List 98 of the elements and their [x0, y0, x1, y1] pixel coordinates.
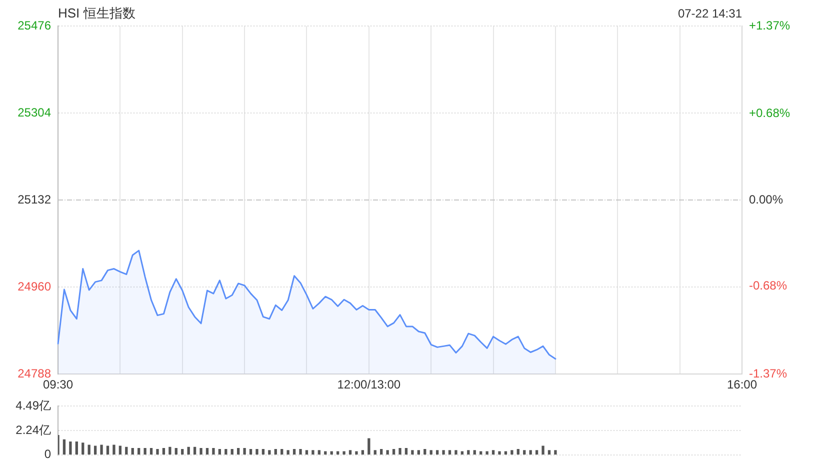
bar — [88, 444, 90, 455]
bar — [62, 439, 66, 455]
bar — [330, 451, 333, 455]
bar — [144, 448, 146, 455]
bar — [200, 448, 202, 455]
bar — [112, 444, 116, 455]
bar — [312, 450, 314, 455]
bar — [305, 450, 308, 455]
bar — [467, 450, 470, 455]
bar — [411, 450, 414, 455]
bar — [510, 450, 514, 455]
bar — [348, 450, 352, 455]
bar — [523, 450, 526, 455]
y2-tick-label: 0.00% — [749, 192, 784, 206]
bar — [398, 448, 402, 455]
bar — [230, 449, 234, 455]
y-tick-label: 2.24亿 — [16, 422, 51, 437]
bar — [286, 450, 290, 455]
y2-tick-label: +0.68% — [749, 106, 790, 120]
bar — [125, 446, 128, 455]
y2-tick-label: -0.68% — [749, 278, 788, 293]
bar — [274, 449, 277, 455]
y-tick-label: 24960 — [18, 279, 52, 294]
y-tick-label: 0 — [44, 447, 52, 462]
y-tick-label: 25304 — [18, 105, 52, 120]
bar — [299, 449, 302, 455]
bar — [156, 449, 159, 455]
bar — [237, 448, 240, 455]
bar — [212, 448, 215, 455]
bar — [535, 450, 538, 455]
bar — [249, 449, 252, 455]
bar — [131, 448, 134, 455]
bar — [554, 450, 557, 455]
bar — [529, 450, 532, 455]
bar — [336, 451, 340, 455]
bar — [368, 438, 370, 455]
y-tick-label: 25132 — [18, 192, 52, 206]
bar — [460, 451, 464, 455]
bar — [268, 450, 271, 455]
bar — [181, 449, 184, 455]
bar — [94, 446, 97, 455]
bar — [386, 450, 389, 455]
bar — [404, 448, 408, 455]
chart-title: HSI 恒生指数 — [58, 6, 136, 21]
bar — [162, 448, 166, 455]
y-tick-label: 25476 — [18, 18, 52, 32]
bar — [542, 446, 544, 455]
bar — [480, 451, 482, 455]
bar — [69, 441, 72, 455]
bar — [224, 449, 228, 455]
bar — [292, 449, 296, 455]
y2-tick-label: -1.37% — [749, 366, 788, 380]
bar — [168, 446, 172, 455]
bar — [424, 449, 426, 455]
bar — [187, 446, 190, 455]
bar — [342, 451, 346, 455]
bar — [318, 450, 320, 455]
bar — [454, 450, 458, 455]
bar — [118, 446, 122, 455]
bar — [193, 446, 196, 455]
bar — [355, 451, 358, 455]
y-tick-label: 4.49亿 — [16, 398, 51, 413]
bar — [280, 449, 284, 455]
bar — [548, 450, 551, 455]
bar — [324, 451, 327, 455]
bar — [473, 450, 476, 455]
bar — [380, 449, 383, 455]
y2-tick-label: +1.37% — [749, 18, 790, 32]
bar — [374, 450, 376, 455]
bar — [448, 450, 452, 455]
bar — [138, 448, 140, 455]
bar — [392, 449, 396, 455]
bar — [486, 451, 488, 455]
bar — [417, 450, 420, 455]
text: 07-22 14:31 — [678, 6, 742, 20]
bar — [150, 448, 153, 455]
bar — [436, 450, 439, 455]
bar — [430, 450, 432, 455]
bar — [100, 444, 103, 455]
bar — [516, 449, 520, 455]
x-tick-label: 09:30 — [42, 378, 74, 392]
bar — [82, 442, 84, 455]
bar — [243, 448, 246, 455]
bar — [492, 450, 495, 455]
bar — [442, 450, 445, 455]
bar — [206, 448, 209, 455]
bar — [262, 449, 265, 455]
bar — [256, 449, 258, 455]
bar — [504, 451, 508, 455]
y-tick-label: 24788 — [18, 366, 52, 380]
bar — [361, 450, 364, 455]
bar — [218, 449, 222, 455]
x-tick-label: 12:00/13:00 — [337, 378, 401, 392]
bar — [106, 446, 110, 455]
bar — [498, 451, 501, 455]
x-tick-label: 16:00 — [726, 378, 758, 392]
bar — [75, 441, 78, 455]
bar — [174, 448, 178, 455]
